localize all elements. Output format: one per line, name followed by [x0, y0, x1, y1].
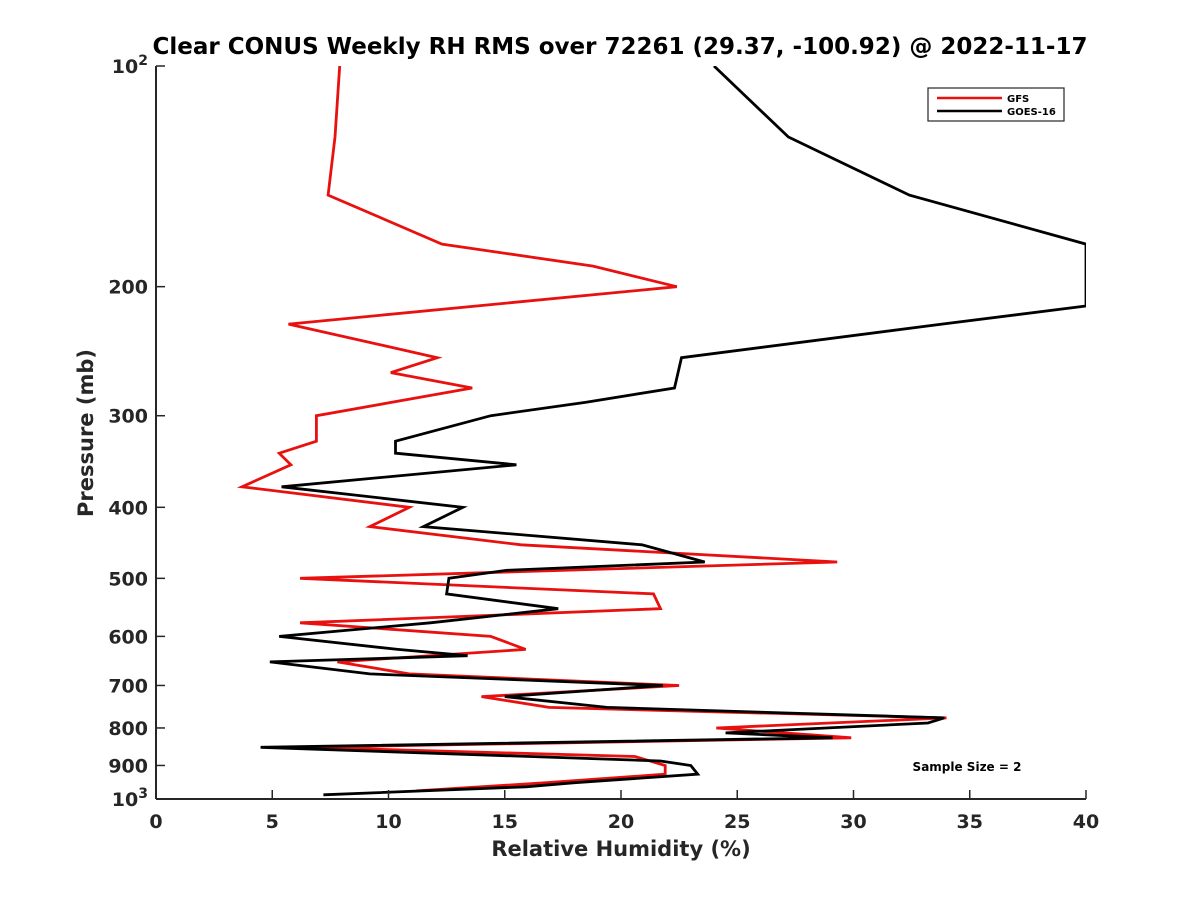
legend: GFS GOES-16: [927, 87, 1065, 122]
sample-size-annotation: Sample Size = 2: [913, 760, 1022, 774]
x-tick-label: 0: [149, 811, 162, 833]
x-tick-label: 30: [840, 811, 866, 833]
x-tick-label: 15: [492, 811, 518, 833]
x-ticks: 0 5 10 15 20 25 30 35 40: [149, 790, 1099, 833]
x-tick-label: 35: [957, 811, 983, 833]
x-tick-label: 40: [1073, 811, 1099, 833]
y-tick-label: 103: [112, 786, 148, 811]
y-axis-label: Pressure (mb): [74, 349, 98, 517]
y-tick-label: 800: [108, 718, 148, 740]
x-tick-label: 5: [266, 811, 279, 833]
y-tick-label: 600: [108, 626, 148, 648]
legend-label-goes16: GOES-16: [1007, 107, 1056, 118]
y-tick-label: 400: [108, 497, 148, 519]
x-tick-label: 10: [375, 811, 401, 833]
y-tick-label: 500: [108, 568, 148, 590]
legend-label-gfs: GFS: [1007, 94, 1029, 105]
x-tick-label: 20: [608, 811, 634, 833]
y-tick-label: 102: [112, 53, 148, 78]
y-tick-label: 200: [108, 277, 148, 299]
x-axis-label: Relative Humidity (%): [491, 837, 750, 861]
y-ticks: 102 200 300 400 500 600 700 800 900 103: [108, 53, 165, 811]
x-tick-label: 25: [724, 811, 750, 833]
legend-box: [927, 87, 1065, 122]
y-tick-label: 900: [108, 755, 148, 777]
series-line-gfs: [236, 66, 947, 793]
chart-title: Clear CONUS Weekly RH RMS over 72261 (29…: [153, 34, 1088, 60]
series-layer: [236, 66, 1086, 797]
series-line-goes16: [260, 66, 1086, 797]
y-tick-label: 700: [108, 675, 148, 697]
y-tick-label: 300: [108, 406, 148, 428]
